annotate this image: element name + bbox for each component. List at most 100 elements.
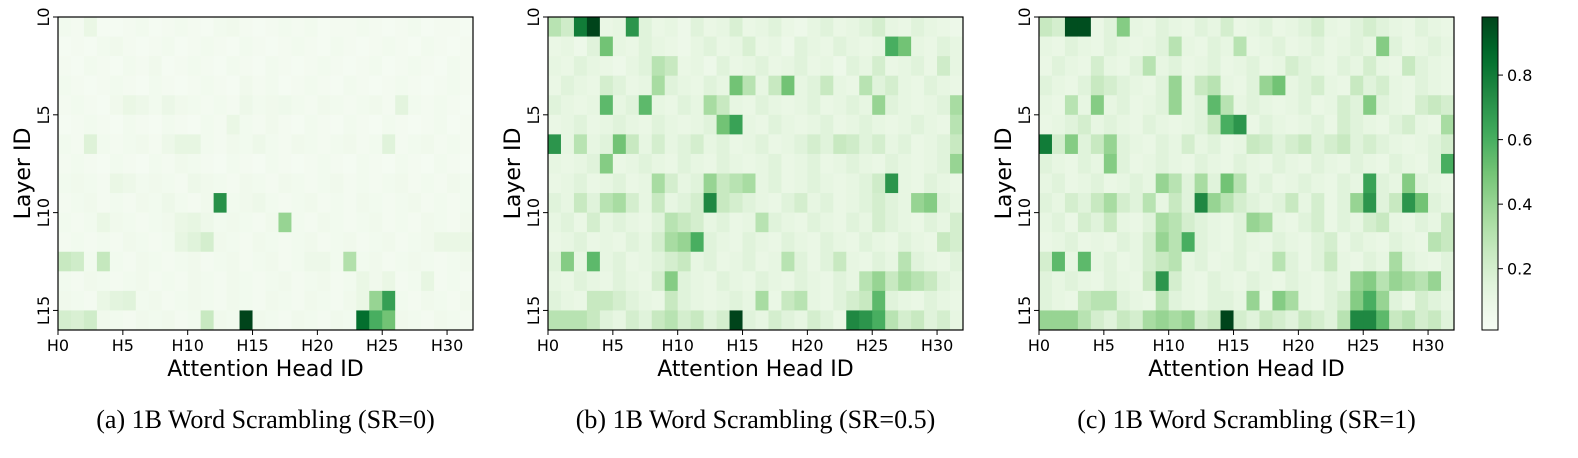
heatmap-cell [58,114,72,135]
heatmap-cell [1051,75,1066,96]
heatmap-cell [356,56,370,77]
heatmap-cell [586,212,601,233]
heatmap-cell [1129,56,1144,77]
heatmap-cell [330,17,344,37]
heatmap-cell [820,56,834,77]
heatmap-cell [330,212,344,233]
heatmap-cell [96,56,111,77]
heatmap-cell [434,95,448,116]
heatmap-cell [1402,134,1416,155]
heatmap-cell [96,173,111,194]
heatmap-cell [1324,56,1338,77]
heatmap-cell [382,114,396,135]
heatmap-cell [1207,56,1221,77]
heatmap-cell [1103,310,1118,331]
heatmap-cell [1220,134,1234,155]
heatmap-cell [369,173,383,194]
heatmap-cell [304,232,318,253]
heatmap-cell [560,193,575,214]
heatmap-cell [638,251,653,272]
heatmap-cell [1116,153,1131,174]
heatmap-cell [911,153,925,174]
heatmap-cell [664,153,679,174]
heatmap-cell [833,251,847,272]
heatmap-cell [729,232,743,253]
heatmap-cell [265,310,279,331]
heatmap-cell [1350,271,1364,292]
heatmap-cell [1246,290,1260,311]
heatmap-cell [1129,212,1144,233]
heatmap-cell [859,212,873,233]
heatmap-cell [109,153,124,174]
heatmap-cell [1415,95,1429,116]
heatmap-cell [937,193,951,214]
heatmap-cell [781,114,795,135]
heatmap-cell [187,56,202,77]
heatmap-cell [1142,134,1157,155]
heatmap-cell [96,114,111,135]
heatmap-cell [1090,134,1105,155]
heatmap-cell [924,17,938,37]
heatmap-cell [872,173,886,194]
heatmap-cell [872,114,886,135]
heatmap-cell [1402,95,1416,116]
heatmap-cell [950,173,964,194]
heatmap-cell [1259,114,1273,135]
heatmap-cell [794,310,808,331]
heatmap-cell [625,75,640,96]
heatmap-cell [677,193,692,214]
heatmap-cell [96,290,111,311]
heatmap-cell [1402,36,1416,57]
heatmap-cell [677,95,692,116]
heatmap-cell [898,251,912,272]
heatmap-cell [924,251,938,272]
heatmap-cell [1246,114,1260,135]
heatmap-cell [924,95,938,116]
heatmap-cell [548,75,562,96]
heatmap-cell [70,114,85,135]
heatmap-cell [1220,95,1234,116]
heatmap-cell [1233,36,1247,57]
heatmap-cell [70,251,85,272]
colorbar-tick-label: 0.6 [1507,131,1532,150]
heatmap-cell [447,56,461,77]
heatmap-cell [265,290,279,311]
heatmap-cell [58,251,72,272]
heatmap-cell [421,251,435,272]
heatmap-cell [703,251,717,272]
heatmap-cell [742,17,756,37]
heatmap-cell [599,114,614,135]
heatmap-cell [1350,17,1364,37]
heatmap-cell [226,153,240,174]
heatmap-cell [1441,17,1455,37]
heatmap-cell [690,153,705,174]
heatmap-cell [1168,193,1183,214]
heatmap-cell [690,212,705,233]
heatmap-cell [369,232,383,253]
heatmap-cell [278,232,292,253]
heatmap-cell [109,310,124,331]
heatmap-cell [1272,75,1286,96]
heatmap-cell [330,114,344,135]
heatmap-cell [395,153,409,174]
heatmap-cell [1324,271,1338,292]
heatmap-cell [1077,17,1092,37]
heatmap-cell [1142,75,1157,96]
heatmap-cell [174,56,189,77]
heatmap-cell [1220,75,1234,96]
heatmap-cell [1337,290,1351,311]
heatmap-cell [742,290,756,311]
heatmap-cell [252,251,266,272]
heatmap-cell [599,95,614,116]
heatmap-cell [937,271,951,292]
heatmap-cell [1181,251,1196,272]
heatmap-cell [950,114,964,135]
heatmap-cell [625,173,640,194]
heatmap-cell [950,36,964,57]
heatmap-cell [612,17,627,37]
heatmap-cell [950,232,964,253]
heatmap-cell [122,310,137,331]
heatmap-cell [343,95,357,116]
heatmap-cell [1142,212,1157,233]
heatmap-cell [1064,153,1079,174]
